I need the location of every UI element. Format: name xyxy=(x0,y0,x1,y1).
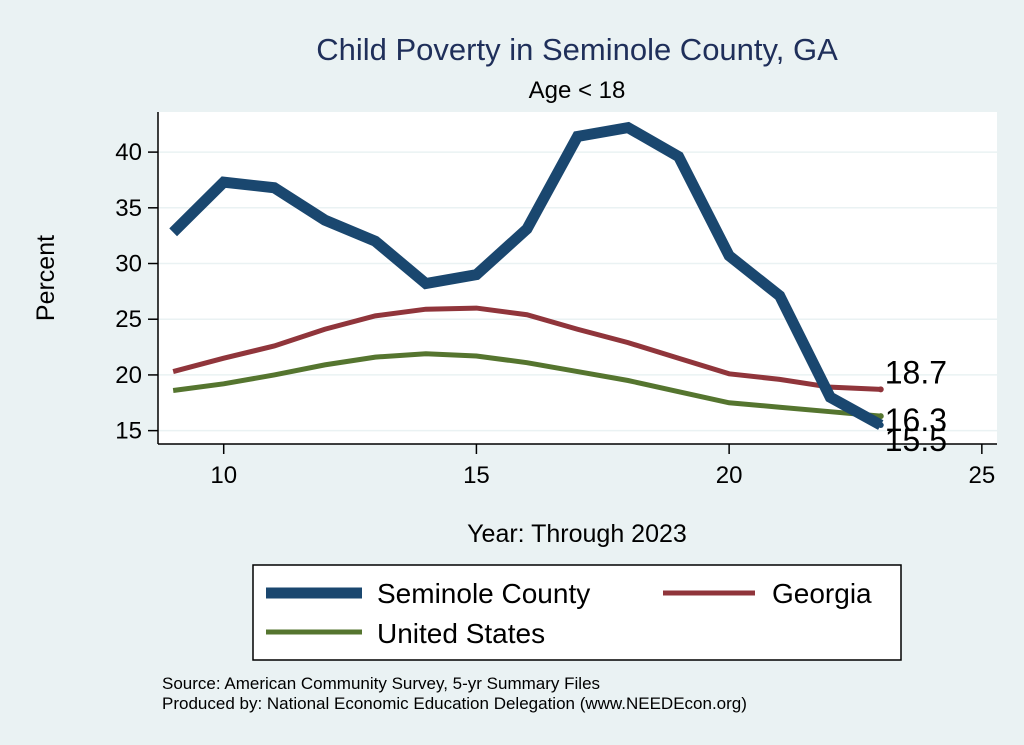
x-tick-label-20: 20 xyxy=(716,462,743,489)
y-tick-label-40: 40 xyxy=(115,139,142,166)
y-tick-label-20: 20 xyxy=(115,362,142,389)
y-tick-label-15: 15 xyxy=(115,418,142,445)
y-tick-label-30: 30 xyxy=(115,251,142,278)
legend: Seminole County Georgia United States xyxy=(252,564,902,661)
producer-note: Produced by: National Economic Education… xyxy=(162,694,747,713)
legend-label-united-states: United States xyxy=(377,618,545,649)
end-point-seminole-county xyxy=(877,422,884,429)
series-lines xyxy=(169,121,884,430)
y-axis-label: Percent xyxy=(32,235,60,321)
x-tick-label-25: 25 xyxy=(968,462,995,489)
y-tick-label-25: 25 xyxy=(115,306,142,333)
series-line-georgia xyxy=(172,305,881,392)
end-label-united-states: 16.3 xyxy=(885,402,947,438)
chart-subtitle: Age < 18 xyxy=(529,77,626,104)
x-tick-label-15: 15 xyxy=(463,462,490,489)
y-axis-ticks: 15 20 25 30 35 40 xyxy=(115,139,158,445)
legend-label-georgia: Georgia xyxy=(772,578,872,609)
end-label-georgia: 18.7 xyxy=(885,354,947,390)
x-tick-label-10: 10 xyxy=(210,462,237,489)
legend-label-seminole-county: Seminole County xyxy=(377,578,590,609)
chart-title: Child Poverty in Seminole County, GA xyxy=(316,32,838,67)
end-point-georgia xyxy=(877,386,884,393)
y-tick-label-35: 35 xyxy=(115,195,142,222)
plot-area xyxy=(158,112,997,444)
source-note: Source: American Community Survey, 5-yr … xyxy=(162,674,600,693)
x-axis-ticks: 10 15 20 25 xyxy=(210,444,995,489)
end-label-seminole-county: 15.5 xyxy=(885,422,947,458)
end-value-labels: 15.5 18.7 16.3 xyxy=(885,354,947,458)
series-line-seminole-county xyxy=(169,121,884,430)
end-point-united-states xyxy=(877,413,884,420)
series-line-united-states xyxy=(172,351,881,419)
legend-box xyxy=(252,564,902,661)
x-axis-label: Year: Through 2023 xyxy=(467,520,687,548)
